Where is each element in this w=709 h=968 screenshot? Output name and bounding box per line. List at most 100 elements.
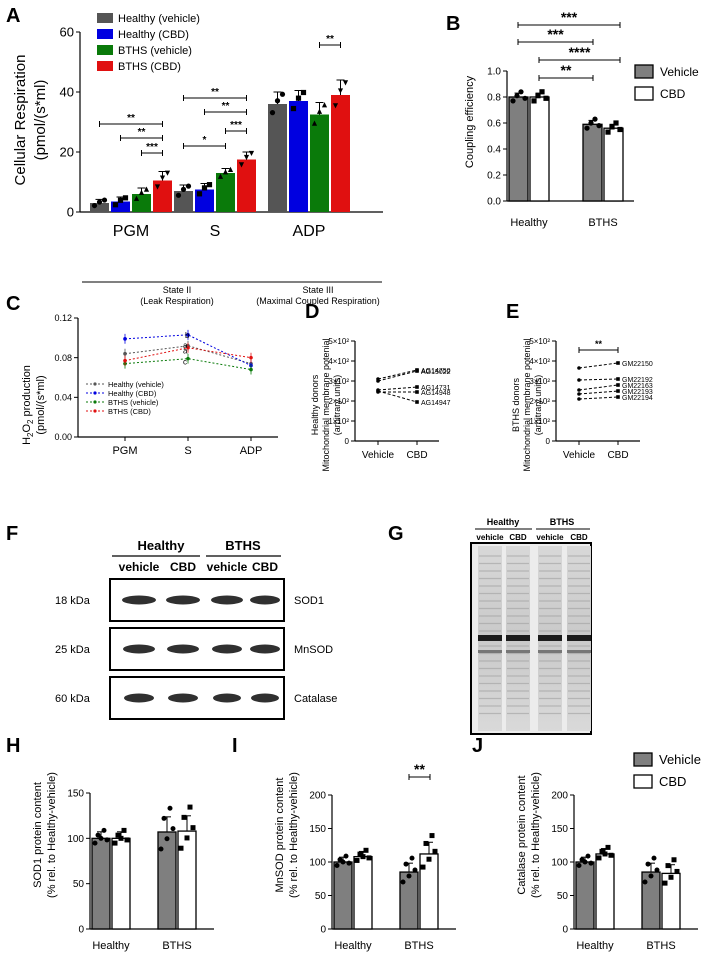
panel-b-legend-label: CBD: [660, 87, 686, 101]
panel-b-point: [605, 129, 611, 135]
panel-a-legend-swatch: [97, 13, 113, 23]
panel-j-point: [674, 868, 680, 874]
panel-b-point: [596, 123, 602, 129]
panel-a-bar: [216, 173, 235, 212]
panel-c-point-label: a: [183, 341, 188, 350]
panel-d-point: [415, 369, 419, 373]
panel-d-y-tick-label: 3×10²: [328, 377, 349, 386]
panel-e-point: [577, 388, 581, 392]
panel-c-x-label: PGM: [112, 445, 137, 457]
panel-letter-j: J: [472, 735, 483, 757]
panel-a-sig-label: **: [138, 127, 146, 138]
panel-j-y-tick-label: 50: [557, 891, 569, 902]
blot-g-lane-3: vehicle: [536, 533, 564, 542]
blot-g-major-band: [478, 635, 502, 641]
panel-j-point: [651, 855, 657, 861]
panel-b-point: [535, 93, 541, 99]
panel-a-sig-label: **: [326, 34, 334, 45]
panel-letter-a: A: [6, 5, 20, 27]
panel-i-point: [343, 853, 349, 859]
panel-h-ylabel-1: SOD1 protein content: [32, 782, 44, 888]
panel-a-point: [279, 91, 286, 97]
panel-h-y-tick-label: 150: [67, 789, 84, 800]
panel-b-legend-label: Vehicle: [660, 65, 699, 79]
panel-b-bar: [529, 96, 550, 202]
panel-b-x-label: Healthy: [510, 217, 548, 229]
panel-h-point: [178, 845, 184, 851]
panel-j-point: [608, 852, 614, 858]
panel-a-y-tick-label: 20: [60, 145, 74, 160]
panel-b-point: [518, 89, 524, 95]
panel-e-point: [616, 389, 620, 393]
blot-f-band: [212, 644, 242, 654]
panel-c-point-label: b: [185, 331, 190, 340]
blot-f-protein-mnsod: MnSOD: [294, 644, 333, 656]
panel-c: H2O2 production (pmol/(s*ml) 0.00 0.04 0.0…: [21, 313, 278, 457]
panel-c-legend-marker: [93, 400, 97, 404]
blot-f-band: [250, 595, 280, 605]
blot-f-group-bths: BTHS: [225, 538, 261, 553]
panel-e-point: [577, 392, 581, 396]
panel-i-y-tick-label: 150: [309, 824, 326, 835]
blot-f-band: [123, 644, 155, 654]
panel-d-ylabel-2: Mitochondrial membrane potenial: [321, 338, 331, 471]
panel-e-y-tick-label: 5×10²: [529, 337, 550, 346]
panel-j-point: [602, 851, 608, 857]
panel-i-bar: [353, 855, 373, 930]
panel-c-point: [186, 356, 190, 361]
blot-f-protein-sod1: SOD1: [294, 595, 324, 607]
panel-e-point: [616, 361, 620, 365]
panel-j-point: [662, 880, 668, 886]
panel-h-point: [184, 835, 190, 841]
panel-h-point: [95, 832, 101, 838]
panel-i-point: [432, 848, 438, 854]
blot-g-band: [506, 650, 530, 653]
panel-b-sig-label: ***: [561, 9, 578, 25]
panel-a-x-label: ADP: [293, 223, 326, 240]
panel-a-point: [295, 95, 302, 101]
panel-d-point: [376, 389, 380, 393]
panel-d-y-tick-label: 1×10²: [328, 417, 349, 426]
panel-h-y-tick-label: 100: [67, 834, 84, 845]
panel-a-point: [91, 202, 98, 209]
panel-j-y-tick-label: 100: [551, 858, 568, 869]
panel-b-point: [609, 124, 615, 130]
panel-d-point: [376, 379, 380, 383]
panel-letter-h: H: [6, 735, 20, 757]
panel-e-donor-line: [578, 396, 619, 400]
panel-a-point: [227, 166, 234, 172]
panel-i-point: [360, 854, 366, 860]
panel-i-point: [366, 855, 372, 861]
panel-j-point: [596, 855, 602, 861]
blot-g-major-band: [538, 635, 562, 641]
panel-d-point: [415, 390, 419, 394]
panel-b-bar: [508, 96, 529, 202]
panel-letter-i: I: [232, 735, 238, 757]
panel-a-point: [112, 202, 119, 208]
panel-e-donor-label: GM22150: [622, 361, 653, 368]
state-ii-sublabel: (Leak Respiration): [140, 296, 214, 306]
panel-a-point: [342, 80, 349, 86]
panel-a-point: [248, 150, 255, 157]
panel-j-bar: [595, 853, 615, 930]
panel-j-point: [645, 861, 651, 867]
panel-c-x-label: ADP: [240, 445, 263, 457]
panel-e-donor-line: [578, 362, 619, 369]
panel-i-bar: [333, 861, 353, 930]
panel-b-point: [617, 126, 623, 133]
blot-f-band: [250, 644, 280, 654]
panel-j-point: [582, 859, 588, 865]
panel-b-y-tick-label: 0.2: [487, 171, 501, 182]
panel-c-ylabel-unit: (pmol/(s*ml): [35, 375, 47, 434]
panel-e-point: [616, 395, 620, 399]
blot-f-lane-1: vehicle: [119, 560, 160, 574]
state-iii-label: State III: [302, 285, 333, 295]
panel-c-y-tick-label: 0.08: [54, 353, 72, 363]
panel-d-donor-label: AG14731: [421, 385, 451, 392]
panel-i-point: [363, 847, 369, 853]
panel-c-legend-label: BTHS (CBD): [108, 407, 151, 416]
blot-f-band: [122, 595, 156, 605]
panel-j-point: [671, 857, 677, 863]
panel-a-point: [337, 88, 344, 94]
panel-j-legend-swatch: [633, 774, 653, 789]
